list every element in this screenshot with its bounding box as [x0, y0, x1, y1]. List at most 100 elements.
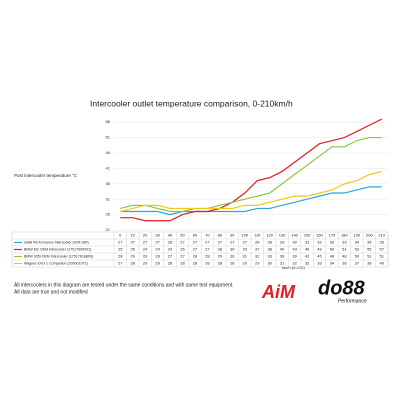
- table-cell: 34: [330, 261, 335, 266]
- x-tick-label: 60: [193, 233, 198, 238]
- footnote: All intercoolers in this diagram are tes…: [14, 282, 234, 288]
- table-cell: 28: [155, 254, 160, 259]
- table-cell: 31: [280, 261, 285, 266]
- table-cell: 34: [355, 240, 360, 245]
- table-cell: 33: [317, 261, 322, 266]
- table-cell: 27: [118, 240, 123, 245]
- x-tick-label: 170: [329, 233, 336, 238]
- x-tick-label: 210: [378, 233, 385, 238]
- table-cell: 28: [193, 254, 198, 259]
- table-cell: 28: [205, 261, 210, 266]
- table-cell: 28: [255, 240, 260, 245]
- table-cell: 55: [367, 247, 372, 252]
- line-series: [120, 186, 382, 216]
- x-tick-label: 120: [266, 233, 273, 238]
- table-cell: 29: [155, 261, 160, 266]
- x-tick-label: 70: [205, 233, 210, 238]
- table-cell: 28: [193, 261, 198, 266]
- table-cell: 27: [205, 240, 210, 245]
- table-cell: 28: [267, 240, 272, 245]
- table-cell: 48: [342, 254, 347, 259]
- x-tick-label: 90: [230, 233, 235, 238]
- table-cell: 27: [193, 240, 198, 245]
- table-cell: 42: [305, 254, 310, 259]
- x-axis-label: km/h (0-210): [282, 265, 305, 270]
- table-cell: 26: [180, 247, 185, 252]
- line-series: [120, 136, 382, 213]
- x-tick-label: 0: [119, 233, 122, 238]
- table-cell: 33: [330, 240, 335, 245]
- table-cell: 29: [143, 261, 148, 266]
- logo-sub: Performance: [338, 298, 367, 304]
- table-cell: 28: [218, 261, 223, 266]
- table-cell: 49: [317, 247, 322, 252]
- table-cell: 28: [218, 247, 223, 252]
- table-cell: 30: [267, 261, 272, 266]
- x-tick-label: 30: [155, 233, 160, 238]
- logo-do88: do88: [318, 277, 366, 299]
- table-cell: 31: [305, 240, 310, 245]
- table-cell: 27: [230, 240, 235, 245]
- table-cell: 33: [243, 247, 248, 252]
- x-tick-label: 50: [180, 233, 185, 238]
- x-tick-label: 140: [291, 233, 298, 238]
- table-cell: 40: [280, 247, 285, 252]
- table-cell: 25: [118, 247, 123, 252]
- table-cell: 29: [218, 254, 223, 259]
- table-cell: 33: [267, 254, 272, 259]
- table-cell: 30: [292, 240, 297, 245]
- table-cell: 37: [355, 261, 360, 266]
- logo-aim: AiM: [261, 282, 296, 302]
- x-tick-label: 110: [254, 233, 261, 238]
- table-cell: 30: [230, 247, 235, 252]
- y-tick-label: 26: [106, 212, 111, 217]
- x-tick-label: 40: [168, 233, 173, 238]
- x-tick-label: 130: [279, 233, 286, 238]
- table-cell: 27: [180, 254, 185, 259]
- table-cell: 40: [380, 261, 385, 266]
- x-tick-label: 100: [241, 233, 248, 238]
- table-cell: 35: [367, 240, 372, 245]
- table-cell: 28: [230, 261, 235, 266]
- table-cell: 29: [243, 261, 248, 266]
- line-series: [120, 118, 383, 222]
- table-cell: 38: [267, 247, 272, 252]
- table-cell: 32: [305, 261, 310, 266]
- table-cell: 27: [143, 240, 148, 245]
- table-cell: 46: [305, 247, 310, 252]
- y-tick-label: 51: [106, 135, 111, 140]
- y-tick-label: 21: [106, 227, 111, 232]
- y-tick-label: 36: [106, 181, 111, 186]
- chart-title: Intercooler outlet temperature compariso…: [90, 98, 293, 108]
- x-tick-label: 200: [366, 233, 373, 238]
- table-cell: 33: [342, 240, 347, 245]
- y-tick-label: 31: [106, 196, 111, 201]
- x-tick-label: 10: [130, 233, 135, 238]
- table-cell: 27: [118, 261, 123, 266]
- table-cell: 28: [180, 261, 185, 266]
- table-cell: 50: [330, 247, 335, 252]
- table-cell: 45: [317, 254, 322, 259]
- table-cell: 24: [155, 247, 160, 252]
- table-cell: 27: [168, 254, 173, 259]
- table-cell: 51: [342, 247, 347, 252]
- table-cell: 29: [255, 261, 260, 266]
- table-cell: 29: [130, 254, 135, 259]
- table-cell: 36: [280, 254, 285, 259]
- legend-label: BMW 335i OEM Intercooler (17517618809): [24, 254, 93, 258]
- table-cell: 51: [380, 254, 385, 259]
- x-tick-label: 20: [143, 233, 148, 238]
- table-cell: 50: [355, 254, 360, 259]
- table-cell: 57: [380, 247, 385, 252]
- table-cell: 37: [255, 247, 260, 252]
- table-cell: 27: [193, 247, 198, 252]
- table-cell: 28: [205, 254, 210, 259]
- table-cell: 28: [168, 261, 173, 266]
- table-cell: 39: [292, 254, 297, 259]
- table-cell: 32: [255, 254, 260, 259]
- table-cell: 29: [280, 240, 285, 245]
- x-tick-label: 80: [218, 233, 223, 238]
- legend-label: BMW M2 OEM Intercooler (17517600531): [24, 247, 91, 251]
- x-tick-label: 150: [304, 233, 311, 238]
